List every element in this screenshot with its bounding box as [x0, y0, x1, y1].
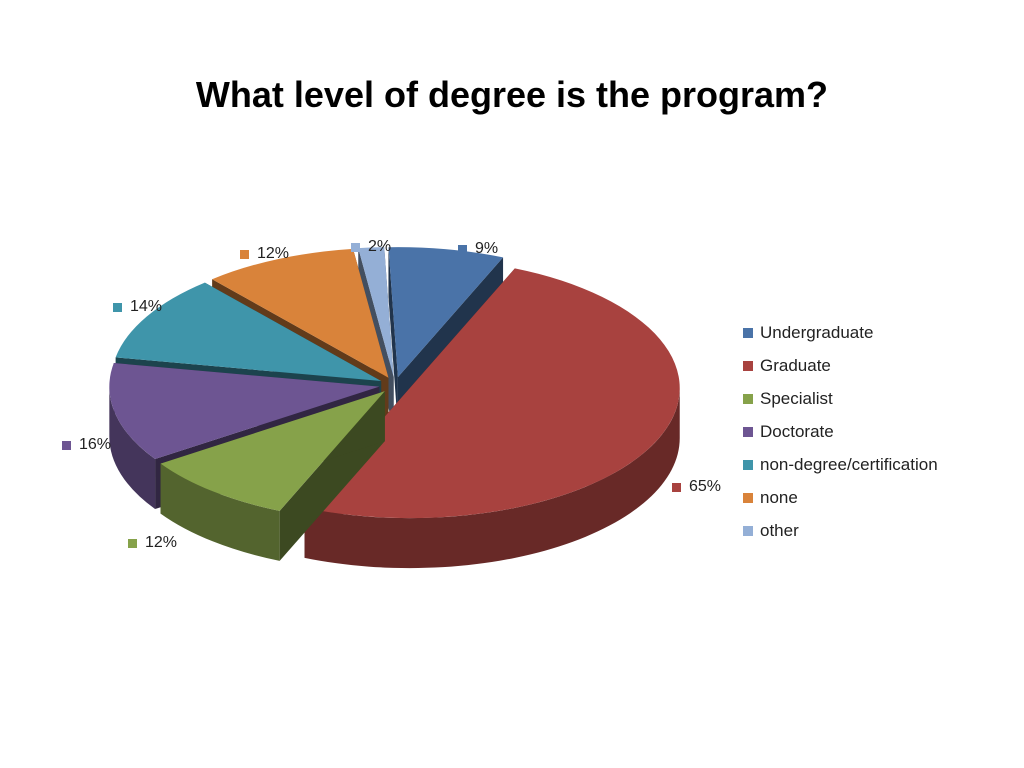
legend-label: none	[760, 487, 798, 507]
data-label-text: 65%	[689, 478, 722, 495]
legend-label: Graduate	[760, 355, 831, 375]
legend-item-undergraduate: Undergraduate	[743, 316, 938, 349]
data-label-swatch	[128, 538, 137, 548]
data-label-none: 12%	[240, 245, 289, 263]
legend-label: Specialist	[760, 388, 833, 408]
legend-swatch	[743, 525, 753, 536]
legend-item-doctorate: Doctorate	[743, 415, 938, 448]
slice-wall-specialist-0	[160, 463, 280, 561]
data-label-swatch	[240, 249, 249, 259]
pie-slice-specialist	[160, 391, 385, 561]
legend-item-other: other	[743, 514, 938, 547]
slice-side-undergraduate-0	[388, 247, 398, 428]
legend-item-non-degree-certification: non-degree/certification	[743, 448, 938, 481]
legend-item-graduate: Graduate	[743, 349, 938, 382]
slice-top-other	[358, 247, 394, 378]
slice-top-specialist	[160, 391, 385, 511]
slice-top-doctorate	[109, 363, 380, 460]
legend-item-none: none	[743, 481, 938, 514]
slice-wall-doctorate-0	[109, 386, 156, 510]
data-label-swatch	[351, 242, 360, 252]
data-label-text: 12%	[257, 245, 290, 262]
chart-title: What level of degree is the program?	[195, 74, 829, 115]
slice-wall-graduate-0	[304, 388, 680, 569]
slice-top-non-degree-certification	[115, 282, 382, 382]
legend-label: Undergraduate	[760, 322, 874, 342]
data-label-swatch	[672, 482, 681, 492]
legend-label: non-degree/certification	[760, 454, 938, 474]
data-label-text: 9%	[475, 240, 499, 257]
legend-label: other	[760, 520, 799, 540]
data-label-doctorate: 16%	[62, 436, 111, 454]
legend-swatch	[743, 393, 753, 404]
data-label-undergraduate: 9%	[458, 240, 498, 258]
legend-swatch	[743, 360, 753, 371]
data-label-specialist: 12%	[128, 534, 177, 552]
data-label-text: 12%	[145, 534, 178, 551]
data-label-swatch	[113, 302, 122, 312]
data-label-graduate: 65%	[672, 478, 721, 496]
slice-top-graduate	[304, 268, 680, 519]
data-label-text: 2%	[368, 238, 392, 255]
legend: Undergraduate Graduate Specialist Doctorate…	[743, 316, 938, 547]
legend-swatch	[743, 492, 753, 503]
slice-top-none	[212, 248, 389, 378]
data-label-swatch	[458, 244, 467, 254]
legend-swatch	[743, 459, 753, 470]
data-label-text: 16%	[79, 436, 112, 453]
data-label-swatch	[62, 440, 71, 450]
legend-swatch	[743, 426, 753, 437]
data-label-text: 14%	[130, 298, 163, 315]
data-label-other: 2%	[351, 238, 391, 256]
legend-label: Doctorate	[760, 421, 834, 441]
legend-swatch	[743, 327, 753, 338]
slice-top-undergraduate	[388, 247, 504, 378]
data-label-non-degree-certification: 14%	[113, 298, 162, 316]
legend-item-specialist: Specialist	[743, 382, 938, 415]
